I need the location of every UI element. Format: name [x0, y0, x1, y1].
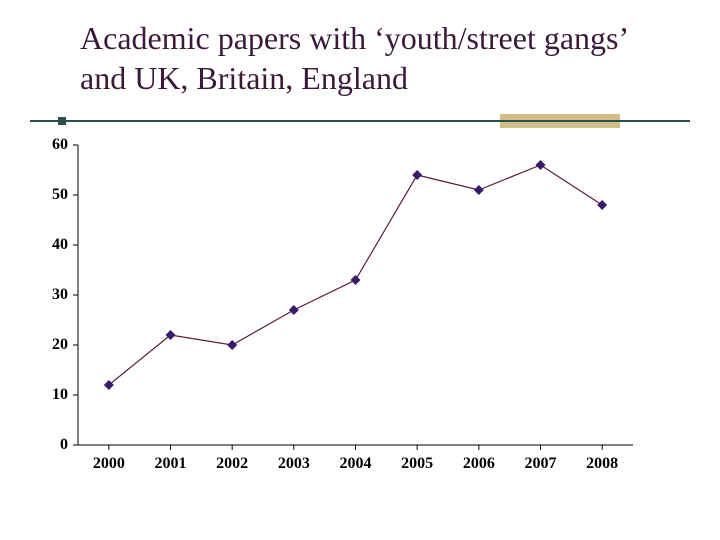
x-tick-label: 2000 — [93, 455, 125, 473]
y-tick-label: 60 — [34, 136, 68, 154]
x-tick-label: 2001 — [155, 455, 187, 473]
x-tick-label: 2008 — [586, 455, 618, 473]
x-tick-label: 2003 — [278, 455, 310, 473]
y-tick-label: 10 — [34, 386, 68, 404]
y-tick-label: 30 — [34, 286, 68, 304]
x-tick-label: 2002 — [216, 455, 248, 473]
y-tick-label: 40 — [34, 236, 68, 254]
line-chart: 0102030405060200020012002200320042005200… — [60, 135, 680, 505]
title-rule — [30, 114, 690, 128]
y-tick-label: 20 — [34, 336, 68, 354]
y-tick-label: 0 — [34, 436, 68, 454]
rule-bullet — [58, 117, 66, 125]
y-tick-label: 50 — [34, 186, 68, 204]
x-tick-label: 2004 — [340, 455, 372, 473]
slide: Academic papers with ‘youth/street gangs… — [0, 0, 720, 540]
chart-svg — [60, 135, 640, 465]
rule-line — [30, 120, 690, 122]
x-tick-label: 2006 — [463, 455, 495, 473]
slide-title: Academic papers with ‘youth/street gangs… — [80, 18, 680, 98]
x-tick-label: 2007 — [525, 455, 557, 473]
x-tick-label: 2005 — [401, 455, 433, 473]
